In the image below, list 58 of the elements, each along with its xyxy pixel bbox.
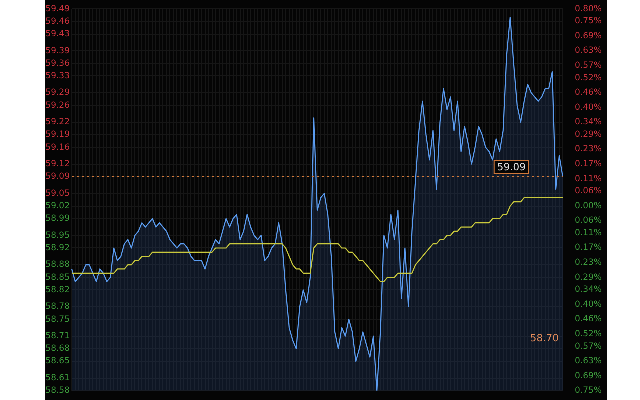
y2-tick-label: 0.75% — [575, 16, 602, 27]
y2-tick-label: 0.17% — [575, 243, 602, 254]
y-tick-label: 59.36 — [46, 58, 70, 69]
y2-tick-label: 0.00% — [575, 201, 602, 212]
y-tick-label: 58.95 — [46, 230, 70, 241]
y-tick-label: 59.05 — [46, 188, 70, 199]
y2-tick-label: 0.69% — [575, 371, 602, 382]
y2-tick-label: 0.23% — [575, 144, 602, 155]
y2-tick-label: 0.75% — [575, 386, 602, 396]
y2-tick-label: 0.29% — [575, 272, 602, 283]
y-tick-label: 59.12 — [46, 160, 70, 170]
y-tick-label: 58.99 — [46, 214, 70, 224]
y-tick-label: 59.46 — [46, 16, 70, 27]
y2-tick-label: 0.57% — [575, 342, 602, 352]
y2-tick-label: 0.11% — [575, 174, 602, 184]
y-tick-label: 58.61 — [46, 374, 70, 384]
y2-tick-label: 0.06% — [575, 216, 602, 226]
y2-tick-label: 0.80% — [575, 4, 602, 14]
y-tick-label: 58.92 — [46, 243, 70, 254]
y2-tick-label: 0.46% — [575, 88, 602, 98]
y-tick-label: 58.85 — [46, 272, 70, 283]
y-tick-label: 58.75 — [46, 314, 70, 325]
y-tick-label: 58.68 — [46, 344, 70, 354]
ref-line-label: 59.09 — [497, 162, 526, 174]
y2-tick-label: 0.57% — [575, 60, 602, 71]
y-tick-label: 59.22 — [46, 118, 70, 128]
y-tick-label: 59.43 — [46, 29, 70, 40]
y-tick-label: 59.33 — [46, 71, 70, 82]
y2-tick-label: 0.17% — [575, 159, 602, 170]
y-tick-label: 59.16 — [46, 142, 70, 153]
y-tick-label: 59.02 — [46, 201, 70, 212]
y2-tick-label: 0.69% — [575, 31, 602, 42]
y-tick-label: 58.78 — [46, 302, 70, 312]
y2-tick-label: 0.46% — [575, 314, 602, 325]
y2-tick-label: 0.29% — [575, 130, 602, 140]
y-tick-label: 58.71 — [46, 332, 70, 342]
y-tick-label: 58.65 — [46, 356, 70, 367]
y2-tick-label: 0.40% — [575, 300, 602, 310]
annotation: 58.70 — [530, 333, 559, 344]
y2-tick-label: 0.52% — [575, 329, 602, 340]
y-tick-label: 59.09 — [46, 172, 70, 182]
y-tick-label: 58.88 — [46, 260, 70, 270]
y2-tick-label: 0.52% — [575, 73, 602, 84]
y2-tick-label: 0.06% — [575, 186, 602, 197]
y-tick-label: 59.26 — [46, 100, 70, 111]
y2-tick-label: 0.40% — [575, 102, 602, 113]
y2-tick-label: 0.11% — [575, 228, 602, 238]
y-tick-label: 58.82 — [46, 285, 70, 296]
y2-tick-label: 0.23% — [575, 258, 602, 268]
y-tick-label: 59.19 — [46, 130, 70, 140]
y2-tick-label: 0.63% — [575, 356, 602, 367]
y-tick-label: 59.29 — [46, 88, 70, 98]
y2-tick-label: 0.63% — [575, 46, 602, 56]
y-tick-label: 59.49 — [46, 4, 70, 14]
y2-tick-label: 0.34% — [575, 118, 602, 128]
y2-tick-label: 0.34% — [575, 285, 602, 296]
y-tick-label: 58.58 — [46, 386, 70, 396]
y-tick-label: 59.39 — [46, 46, 70, 56]
